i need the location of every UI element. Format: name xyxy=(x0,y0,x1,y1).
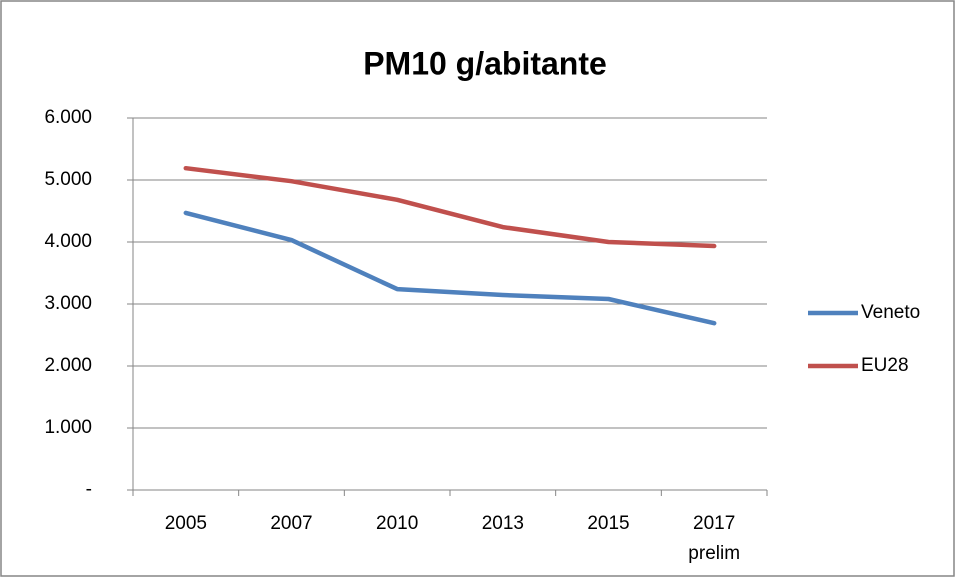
x-tick-label: 2007 xyxy=(270,513,312,534)
y-tick-label: 6.000 xyxy=(44,107,92,128)
x-tick-label: 2015 xyxy=(587,513,629,534)
y-tick-label: 5.000 xyxy=(44,169,92,190)
x-tick-label: 2017 prelim xyxy=(688,513,740,564)
series-line xyxy=(183,210,717,326)
x-tick-label: 2010 xyxy=(376,513,418,534)
y-tick-label: 2.000 xyxy=(44,355,92,376)
legend-label: EU28 xyxy=(861,355,909,376)
x-tick-label: 2005 xyxy=(165,513,207,534)
y-tick-label: 4.000 xyxy=(44,231,92,252)
y-tick-label: 3.000 xyxy=(44,293,92,314)
series-line xyxy=(183,165,717,249)
y-tick-label: 1.000 xyxy=(44,417,92,438)
legend-label: Veneto xyxy=(861,302,920,323)
y-tick-label: - xyxy=(86,479,92,500)
x-tick-label: 2013 xyxy=(482,513,524,534)
chart-title: PM10 g/abitante xyxy=(363,45,607,81)
